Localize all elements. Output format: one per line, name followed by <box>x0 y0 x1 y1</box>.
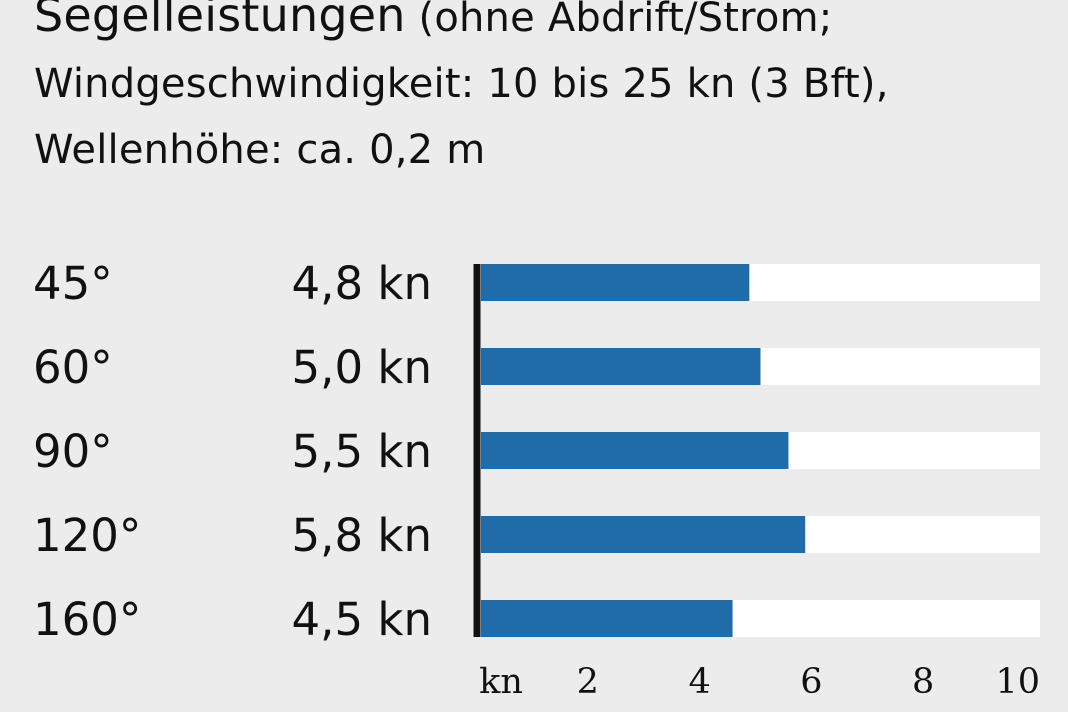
x-tick-label: 6 <box>800 662 822 702</box>
header-line-2: Windgeschwindigkeit: 10 bis 25 kn (3 Bft… <box>34 61 889 107</box>
category-label: 160° <box>33 593 141 646</box>
bar <box>481 600 733 637</box>
value-label: 4,8 kn <box>292 257 432 310</box>
category-label: 90° <box>33 425 113 478</box>
category-labels: 45° 60° 90° 120° 160° <box>33 257 141 646</box>
value-label: 5,8 kn <box>292 509 432 562</box>
bar <box>481 264 750 301</box>
bar <box>481 432 789 469</box>
value-label: 5,0 kn <box>292 341 432 394</box>
category-label: 60° <box>33 341 113 394</box>
category-label: 120° <box>33 509 141 562</box>
category-label: 45° <box>33 257 113 310</box>
x-axis-tick-labels: kn 2 4 6 8 10 <box>479 662 1040 702</box>
x-axis-unit-label: kn <box>479 662 523 702</box>
bar <box>481 348 761 385</box>
bars <box>481 264 806 637</box>
bar <box>481 516 806 553</box>
x-tick-label: 4 <box>688 662 710 702</box>
chart-title: Segelleistungen <box>34 0 406 42</box>
header-line-1: Segelleistungen (ohne Abdrift/Strom; <box>34 0 1044 51</box>
x-tick-label: 8 <box>912 662 934 702</box>
x-tick-label: 10 <box>995 662 1040 702</box>
value-labels: 4,8 kn 5,0 kn 5,5 kn 5,8 kn 4,5 kn <box>292 257 432 646</box>
value-label: 5,5 kn <box>292 425 432 478</box>
value-label: 4,5 kn <box>292 593 432 646</box>
chart-subtitle-parenthetical: (ohne Abdrift/Strom; <box>418 0 833 41</box>
x-tick-label: 2 <box>577 662 599 702</box>
header-line-3: Wellenhöhe: ca. 0,2 m <box>34 127 486 173</box>
chart-header: Segelleistungen (ohne Abdrift/Strom; Win… <box>34 0 1044 183</box>
